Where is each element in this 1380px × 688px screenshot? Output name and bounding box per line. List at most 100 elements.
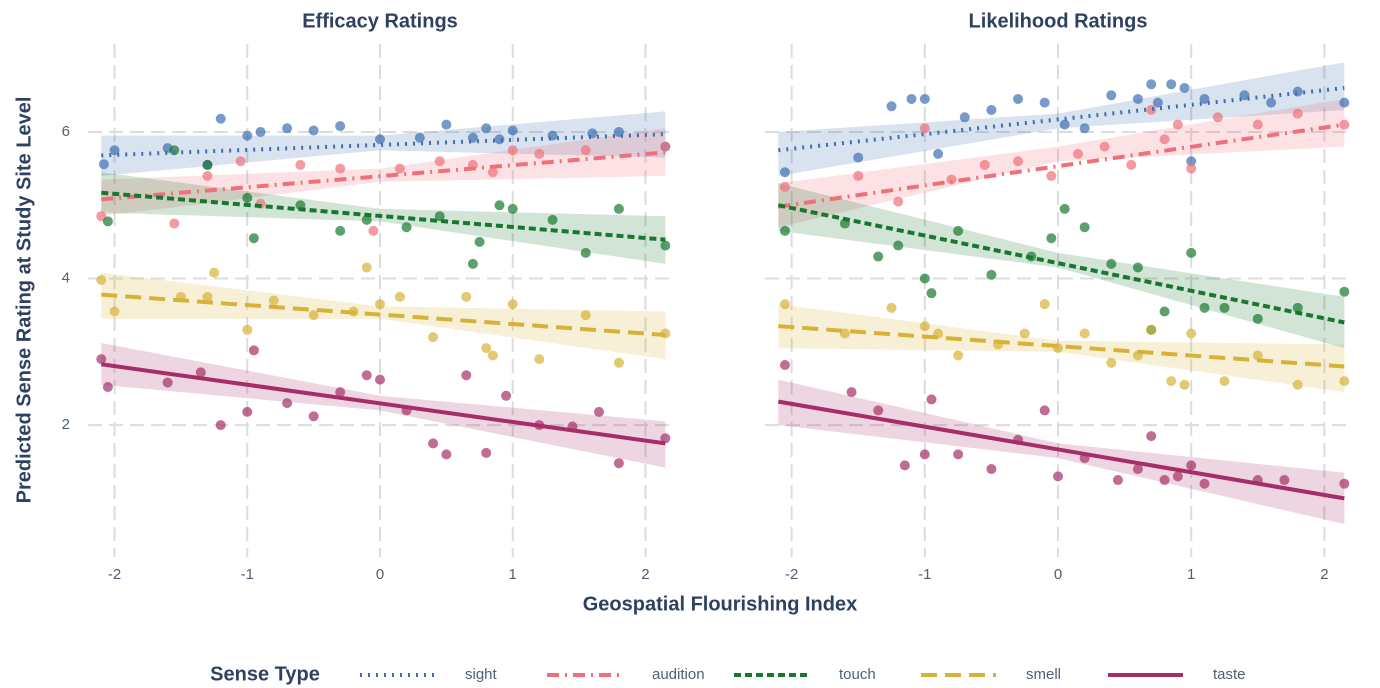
data-point	[1019, 328, 1030, 339]
data-point	[779, 167, 790, 178]
data-point	[986, 104, 997, 115]
data-point	[361, 370, 372, 381]
data-point	[1186, 247, 1197, 258]
data-point	[853, 170, 864, 181]
data-point	[979, 159, 990, 170]
data-point	[209, 267, 220, 278]
data-point	[959, 112, 970, 123]
data-point	[613, 357, 624, 368]
data-point	[1166, 376, 1177, 387]
data-point	[1339, 376, 1350, 387]
data-point	[899, 460, 910, 471]
data-point	[96, 354, 107, 365]
data-point	[1292, 302, 1303, 313]
data-point	[501, 390, 512, 401]
data-point	[375, 374, 385, 385]
data-point	[1159, 134, 1170, 145]
data-point	[1053, 471, 1063, 482]
y-tick-label: 2	[62, 416, 70, 433]
data-point	[494, 134, 505, 145]
data-point	[1039, 97, 1050, 108]
panel-title: Likelihood Ratings	[969, 10, 1148, 32]
data-point	[1159, 475, 1170, 486]
data-point	[1059, 203, 1070, 214]
data-point	[242, 324, 253, 335]
data-point	[487, 350, 498, 361]
legend-label: taste	[1213, 666, 1246, 683]
data-point	[1186, 163, 1197, 174]
legend-label: touch	[839, 666, 876, 683]
data-point	[839, 328, 850, 339]
data-point	[428, 332, 439, 343]
data-point	[1132, 262, 1143, 273]
data-point	[1339, 478, 1350, 489]
data-point	[953, 225, 964, 236]
data-point	[1186, 328, 1197, 339]
data-point	[1172, 471, 1183, 482]
data-point	[779, 225, 790, 236]
y-tick-label: 4	[62, 269, 70, 286]
panel-title: Efficacy Ratings	[302, 10, 458, 32]
data-point	[1106, 258, 1117, 269]
data-point	[1199, 478, 1210, 489]
data-point	[102, 381, 113, 392]
data-point	[467, 258, 478, 269]
x-tick-label: 0	[1054, 566, 1062, 583]
data-point	[1166, 79, 1177, 90]
data-point	[873, 251, 884, 262]
data-point	[1292, 379, 1303, 390]
data-point	[361, 214, 372, 225]
data-point	[613, 203, 624, 214]
data-point	[242, 192, 253, 203]
data-point	[1152, 97, 1163, 108]
legend-label: audition	[652, 666, 705, 683]
data-point	[1146, 79, 1157, 90]
data-point	[1239, 90, 1250, 101]
data-point	[195, 367, 206, 378]
data-point	[162, 377, 173, 388]
data-point	[1112, 475, 1123, 486]
data-point	[202, 159, 213, 170]
data-point	[434, 156, 445, 167]
x-axis-label: Geospatial Flourishing Index	[583, 593, 857, 615]
data-point	[893, 240, 904, 251]
data-point	[953, 449, 964, 460]
fit-line	[777, 399, 1345, 501]
data-point	[1252, 350, 1263, 361]
data-point	[295, 159, 306, 170]
data-point	[919, 449, 930, 460]
legend-label: smell	[1026, 666, 1061, 683]
data-point	[919, 321, 930, 332]
data-point	[1013, 156, 1024, 167]
data-point	[1292, 86, 1303, 97]
data-point	[268, 295, 279, 306]
data-point	[1106, 90, 1117, 101]
data-point	[335, 387, 346, 398]
data-point	[507, 145, 518, 156]
data-point	[919, 123, 930, 134]
x-tick-label: -2	[785, 566, 798, 583]
data-point	[534, 148, 545, 159]
data-point	[1292, 108, 1303, 119]
data-point	[926, 288, 937, 299]
data-point	[235, 156, 246, 167]
x-tick-label: 0	[376, 566, 384, 583]
fit-line	[101, 150, 666, 202]
data-point	[580, 145, 591, 156]
data-point	[507, 299, 518, 310]
fit-line	[101, 190, 666, 242]
data-point	[1172, 119, 1183, 130]
data-point	[594, 406, 604, 417]
data-point	[308, 125, 319, 136]
data-point	[375, 134, 385, 145]
x-tick-label: -1	[241, 566, 254, 583]
data-point	[660, 240, 671, 251]
data-point	[109, 306, 120, 317]
x-tick-label: 2	[1320, 566, 1328, 583]
data-point	[414, 132, 425, 143]
data-point	[169, 145, 180, 156]
data-point	[1039, 299, 1050, 310]
data-point	[779, 359, 790, 370]
